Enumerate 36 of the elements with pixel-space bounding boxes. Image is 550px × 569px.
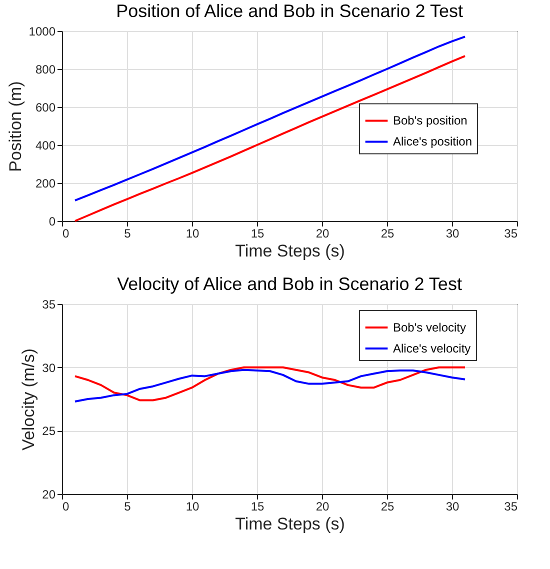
legend-label: Bob's position bbox=[393, 114, 468, 128]
y-tick-label: 35 bbox=[42, 298, 56, 312]
x-tick-label: 5 bbox=[124, 500, 132, 514]
y-axis-title: Position (m) bbox=[6, 81, 25, 172]
x-tick-label: 0 bbox=[62, 226, 70, 240]
x-tick-label: 20 bbox=[316, 500, 330, 514]
y-tick-label: 400 bbox=[35, 138, 56, 152]
y-tick-label: 30 bbox=[42, 360, 56, 375]
legend-label: Bob's velocity bbox=[393, 320, 466, 334]
y-axis-title: Velocity (m/s) bbox=[19, 348, 38, 451]
x-axis-title: Time Steps (s) bbox=[235, 242, 345, 260]
y-tick-label: 200 bbox=[35, 176, 56, 190]
legend-label: Alice's position bbox=[393, 134, 472, 149]
x-tick-label: 15 bbox=[250, 226, 264, 240]
x-tick-label: 10 bbox=[186, 500, 200, 514]
x-tick-label: 30 bbox=[446, 226, 460, 240]
x-tick-label: 25 bbox=[380, 500, 394, 514]
x-tick-label: 20 bbox=[316, 226, 330, 240]
x-tick-label: 0 bbox=[62, 500, 70, 514]
x-tick-label: 35 bbox=[504, 226, 518, 240]
x-tick-label: 25 bbox=[380, 226, 394, 240]
x-tick-label: 35 bbox=[504, 500, 518, 514]
chart-title: Velocity of Alice and Bob in Scenario 2 Test bbox=[117, 274, 462, 294]
x-tick-label: 10 bbox=[186, 226, 200, 240]
y-tick-label: 25 bbox=[42, 424, 56, 438]
x-axis-title: Time Steps (s) bbox=[235, 514, 345, 534]
y-tick-label: 800 bbox=[35, 62, 56, 76]
x-tick-label: 5 bbox=[124, 226, 132, 240]
chart-title: Position of Alice and Bob in Scenario 2 Test bbox=[116, 1, 463, 21]
y-tick-label: 0 bbox=[48, 214, 56, 228]
x-tick-label: 30 bbox=[446, 500, 460, 514]
y-tick-label: 1000 bbox=[28, 24, 56, 38]
x-tick-label: 15 bbox=[250, 500, 264, 514]
legend-label: Alice's velocity bbox=[393, 342, 471, 356]
y-tick-label: 20 bbox=[42, 488, 56, 502]
y-tick-label: 600 bbox=[35, 100, 56, 114]
